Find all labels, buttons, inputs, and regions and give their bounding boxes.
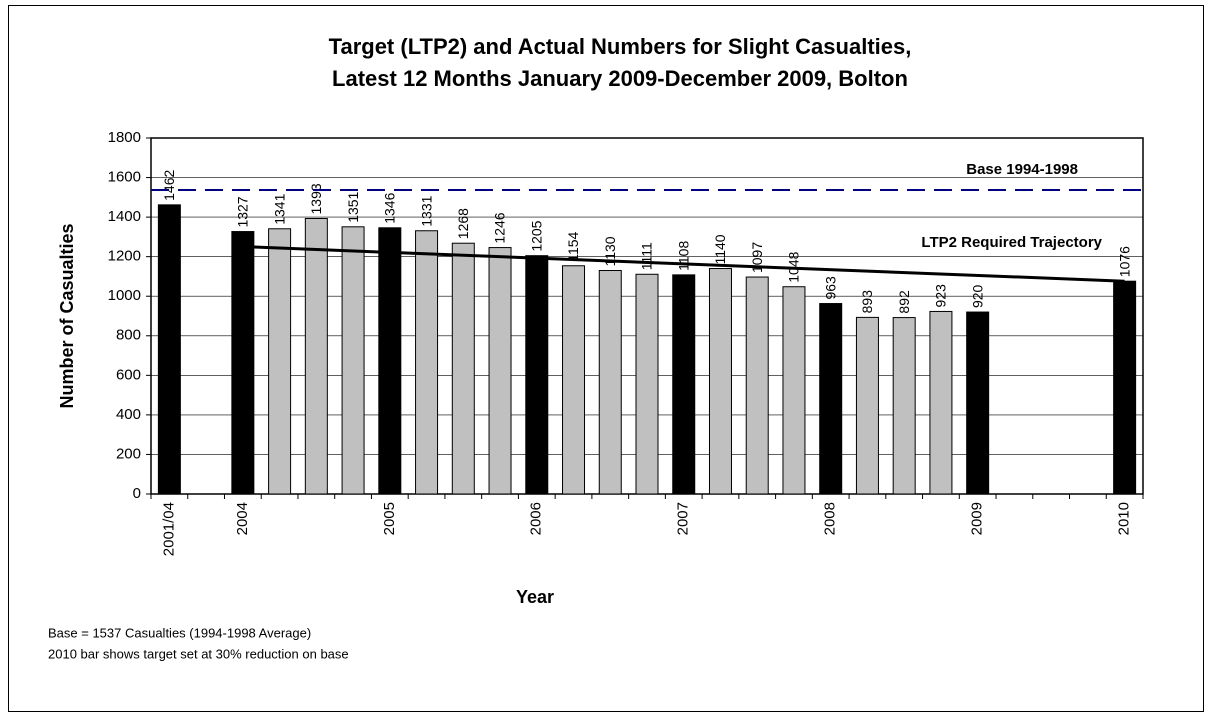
data-label: 1205 <box>528 220 544 251</box>
data-label: 1154 <box>565 231 581 261</box>
data-label: 963 <box>822 276 838 300</box>
bar <box>966 311 990 495</box>
data-label: 892 <box>896 290 912 314</box>
x-axis-title: Year <box>516 587 554 607</box>
data-label: 1351 <box>345 191 361 222</box>
bar <box>304 217 328 495</box>
x-tick-label: 2006 <box>528 502 545 535</box>
x-tick-label: 2009 <box>969 502 986 535</box>
data-label: 1331 <box>418 195 434 226</box>
bar <box>782 286 806 495</box>
bar <box>378 227 402 495</box>
y-axis-title: Number of Casualties <box>57 223 77 408</box>
bar <box>415 230 439 495</box>
bar <box>855 316 879 495</box>
data-label: 1108 <box>675 241 691 271</box>
data-label: 1140 <box>712 234 728 264</box>
chart-title: Target (LTP2) and Actual Numbers for Sli… <box>329 34 912 59</box>
data-label: 1130 <box>602 236 618 266</box>
x-tick-label: 2004 <box>234 502 251 535</box>
data-label: 1268 <box>455 208 471 239</box>
x-tick-label: 2007 <box>675 502 692 535</box>
x-tick-label: 2008 <box>822 502 839 535</box>
data-label: 1393 <box>308 183 324 214</box>
bar <box>598 270 622 495</box>
bar <box>1113 280 1137 495</box>
y-tick-label: 1600 <box>108 169 141 186</box>
data-label: 920 <box>969 284 985 308</box>
data-label: 1111 <box>639 242 655 270</box>
x-tick-label: 2005 <box>381 502 398 535</box>
y-tick-label: 1000 <box>108 287 141 304</box>
y-tick-label: 600 <box>116 366 141 383</box>
bar <box>672 274 696 495</box>
data-label: 1327 <box>235 196 251 227</box>
base-line-label: Base 1994-1998 <box>966 161 1078 178</box>
bar <box>892 317 916 495</box>
bar <box>488 247 512 495</box>
y-tick-label: 400 <box>116 406 141 423</box>
chart-title: Latest 12 Months January 2009-December 2… <box>332 66 908 91</box>
x-tick-label: 2010 <box>1116 502 1133 535</box>
bar <box>929 310 953 495</box>
bar <box>341 226 365 495</box>
bar <box>157 204 181 495</box>
bar <box>562 265 586 495</box>
footnote: 2010 bar shows target set at 30% reducti… <box>48 646 349 661</box>
bar <box>635 273 659 495</box>
frame <box>8 5 1204 712</box>
trajectory-label: LTP2 Required Trajectory <box>921 234 1102 251</box>
bar <box>745 276 769 495</box>
y-tick-label: 0 <box>133 485 141 502</box>
data-label: 893 <box>859 290 875 314</box>
bar <box>231 231 255 495</box>
bar <box>268 228 292 495</box>
data-label: 1076 <box>1116 246 1132 277</box>
data-label: 1462 <box>161 169 177 200</box>
y-tick-label: 1400 <box>108 208 141 225</box>
bar <box>819 303 843 495</box>
trajectory-line <box>231 244 1125 283</box>
data-label: 1341 <box>271 193 287 224</box>
y-tick-label: 1800 <box>108 129 141 146</box>
data-label: 1246 <box>492 212 508 243</box>
x-tick-label: 2001/04 <box>160 502 177 556</box>
data-label: 923 <box>933 284 949 308</box>
footnote: Base = 1537 Casualties (1994-1998 Averag… <box>48 625 311 640</box>
y-tick-label: 800 <box>116 327 141 344</box>
y-tick-label: 200 <box>116 445 141 462</box>
bar <box>525 255 549 495</box>
bar <box>708 268 732 495</box>
data-label: 1346 <box>382 192 398 223</box>
bar <box>451 242 475 495</box>
y-tick-label: 1200 <box>108 248 141 265</box>
